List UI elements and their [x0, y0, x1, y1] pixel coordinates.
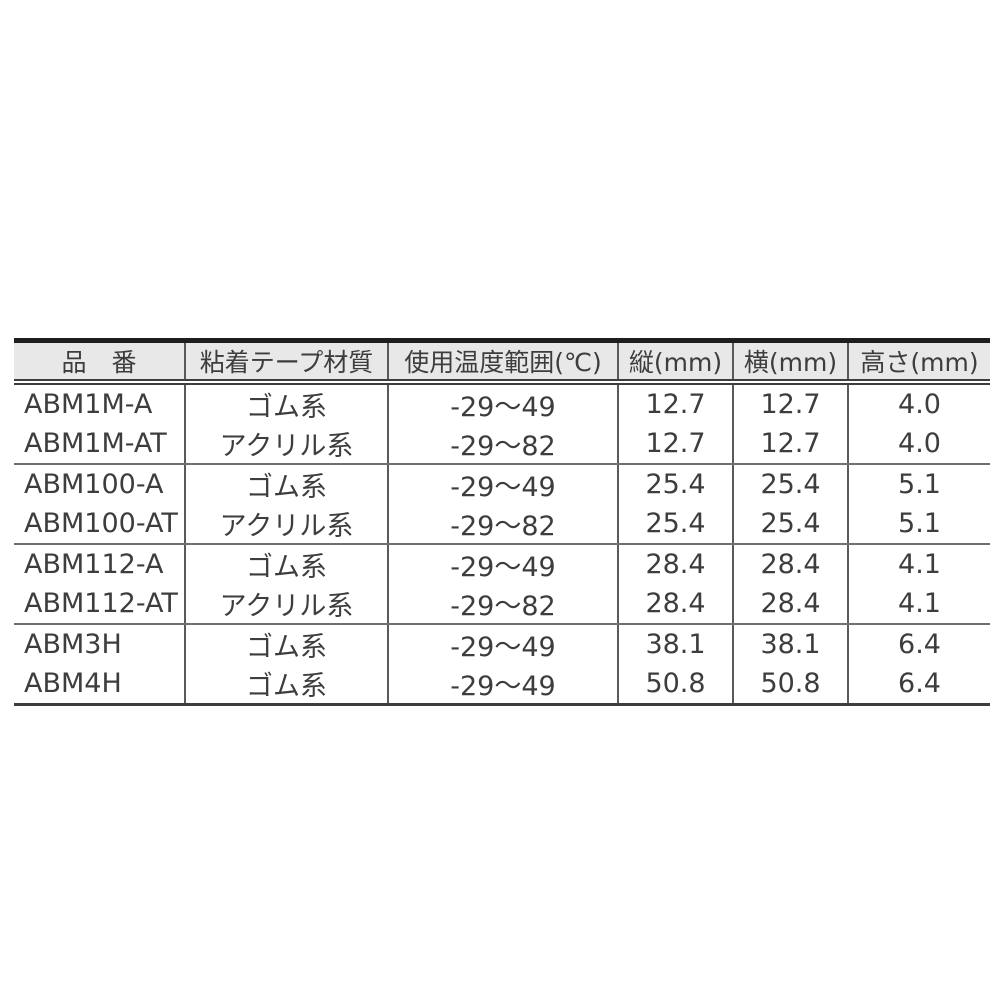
table-row: ABM112-A ゴム系 -29～49 28.4 28.4 4.1	[14, 544, 990, 584]
part-number-cell: ABM1M-AT	[14, 424, 185, 465]
height-cell: 4.1	[847, 584, 990, 625]
length-cell: 28.4	[617, 584, 733, 625]
table-row: ABM1M-AT アクリル系 -29～82 12.7 12.7 4.0	[14, 424, 990, 465]
header-height-mm: 高さ(mm)	[847, 340, 990, 385]
width-cell: 12.7	[732, 382, 848, 424]
temperature-range-cell: -29～49	[387, 664, 618, 705]
header-tape-material: 粘着テープ材質	[184, 340, 388, 385]
table-row: ABM4H ゴム系 -29～49 50.8 50.8 6.4	[14, 664, 990, 705]
length-cell: 12.7	[617, 382, 733, 424]
length-cell: 38.1	[617, 624, 733, 664]
tape-material-cell: ゴム系	[184, 664, 388, 705]
temperature-range-cell: -29～49	[387, 464, 618, 504]
table-row: ABM100-AT アクリル系 -29～82 25.4 25.4 5.1	[14, 504, 990, 545]
width-cell: 28.4	[732, 544, 848, 584]
width-cell: 12.7	[732, 424, 848, 465]
height-cell: 4.0	[847, 424, 990, 465]
table-row: ABM3H ゴム系 -29～49 38.1 38.1 6.4	[14, 624, 990, 664]
height-cell: 5.1	[847, 504, 990, 545]
temperature-range-cell: -29～82	[387, 424, 618, 465]
header-width-mm: 横(mm)	[732, 340, 848, 385]
temperature-range-cell: -29～49	[387, 382, 618, 424]
length-cell: 28.4	[617, 544, 733, 584]
width-cell: 25.4	[732, 504, 848, 545]
length-cell: 12.7	[617, 424, 733, 465]
header-part-number: 品 番	[14, 340, 185, 385]
part-number-cell: ABM1M-A	[24, 389, 153, 420]
tape-material-cell: アクリル系	[184, 424, 388, 465]
temperature-range-cell: -29～82	[387, 584, 618, 625]
tape-material-cell: ゴム系	[184, 382, 388, 424]
length-cell: 50.8	[617, 664, 733, 705]
length-cell: 25.4	[617, 504, 733, 545]
part-number-cell: ABM112-A	[24, 549, 164, 580]
tape-material-cell: ゴム系	[184, 544, 388, 584]
header-temperature-range: 使用温度範囲(℃)	[387, 340, 618, 385]
part-number-cell: ABM100-A	[24, 469, 164, 500]
part-number-cell: ABM112-AT	[14, 584, 185, 625]
width-cell: 25.4	[732, 464, 848, 504]
spec-table-container: 品 番 粘着テープ材質 使用温度範囲(℃) 縦(mm) 横(mm) 高さ(mm)…	[14, 338, 990, 706]
header-row: 品 番 粘着テープ材質 使用温度範囲(℃) 縦(mm) 横(mm) 高さ(mm)	[14, 340, 990, 385]
height-cell: 4.1	[847, 544, 990, 584]
width-cell: 38.1	[732, 624, 848, 664]
length-cell: 25.4	[617, 464, 733, 504]
part-number-cell: ABM3H	[24, 629, 122, 660]
product-spec-table: 品 番 粘着テープ材質 使用温度範囲(℃) 縦(mm) 横(mm) 高さ(mm)…	[14, 338, 990, 706]
width-cell: 28.4	[732, 584, 848, 625]
height-cell: 6.4	[847, 664, 990, 705]
table-row: ABM112-AT アクリル系 -29～82 28.4 28.4 4.1	[14, 584, 990, 625]
height-cell: 5.1	[847, 464, 990, 504]
tape-material-cell: アクリル系	[184, 584, 388, 625]
part-number-cell: ABM4H	[24, 668, 122, 699]
height-cell: 4.0	[847, 382, 990, 424]
part-number-cell: ABM100-AT	[14, 504, 185, 545]
temperature-range-cell: -29～49	[387, 544, 618, 584]
table-row: ABM1M-A ゴム系 -29～49 12.7 12.7 4.0	[14, 382, 990, 424]
temperature-range-cell: -29～49	[387, 624, 618, 664]
table-row: ABM100-A ゴム系 -29～49 25.4 25.4 5.1	[14, 464, 990, 504]
tape-material-cell: アクリル系	[184, 504, 388, 545]
temperature-range-cell: -29～82	[387, 504, 618, 545]
width-cell: 50.8	[732, 664, 848, 705]
header-length-mm: 縦(mm)	[617, 340, 733, 385]
height-cell: 6.4	[847, 624, 990, 664]
tape-material-cell: ゴム系	[184, 624, 388, 664]
tape-material-cell: ゴム系	[184, 464, 388, 504]
